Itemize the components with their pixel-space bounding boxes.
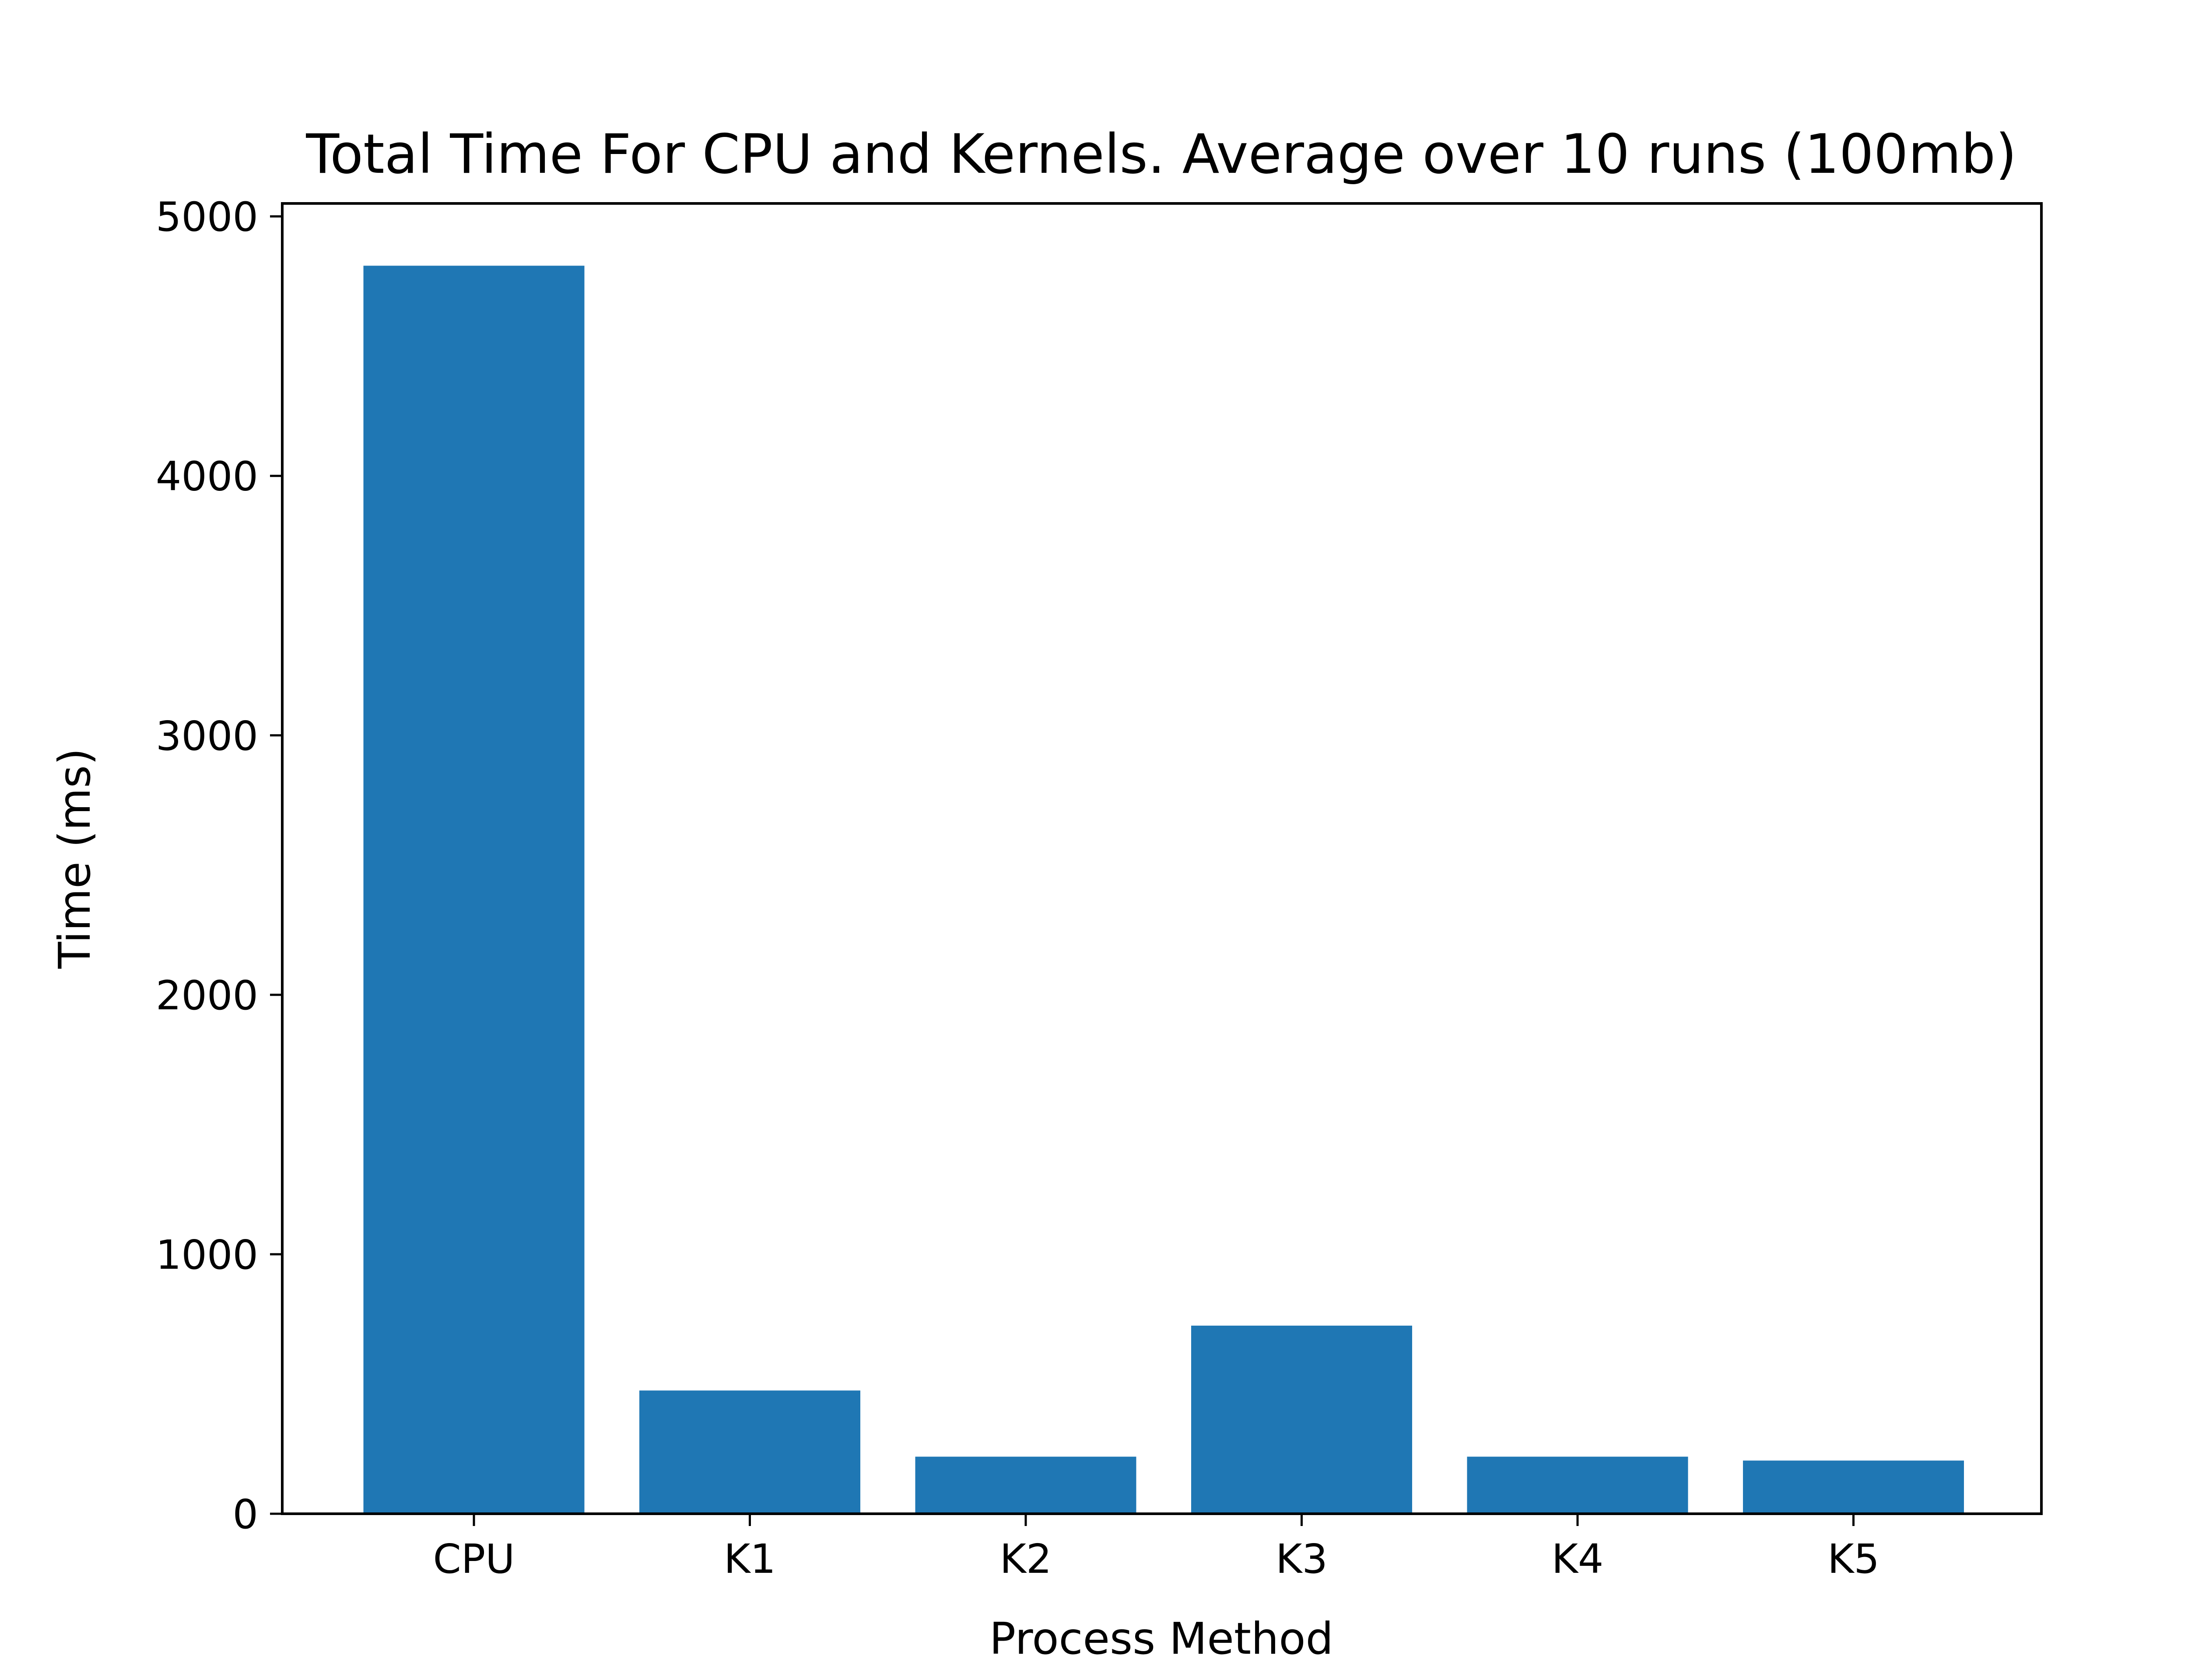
bar-cpu [363, 266, 585, 1514]
bar-k2 [915, 1456, 1136, 1514]
x-tick-label: K2 [1000, 1536, 1052, 1582]
x-axis-ticks: CPU K1 K2 K3 K4 K5 [433, 1514, 1879, 1582]
y-tick-label: 2000 [156, 972, 258, 1019]
x-axis-title: Process Method [989, 1613, 1333, 1664]
y-tick-label: 3000 [156, 713, 258, 760]
y-axis-title: Time (ms) [49, 748, 100, 969]
bar-k4 [1467, 1456, 1688, 1514]
plot-area-frame [281, 202, 2043, 1515]
x-tick-label: K1 [724, 1536, 776, 1582]
x-tick-label: K4 [1552, 1536, 1604, 1582]
bar-k1 [639, 1390, 860, 1514]
y-tick-label: 0 [232, 1491, 258, 1538]
y-tick-label: 4000 [156, 453, 258, 500]
x-tick-label: K3 [1276, 1536, 1328, 1582]
x-tick-label: K5 [1827, 1536, 1879, 1582]
y-tick-label: 5000 [156, 194, 258, 241]
bar-k5 [1743, 1460, 1964, 1514]
y-axis-ticks: 0 1000 2000 3000 4000 5000 [156, 194, 282, 1538]
bars-group [363, 266, 1964, 1514]
chart-title: Total Time For CPU and Kernels. Average … [305, 123, 2016, 186]
y-tick-label: 1000 [156, 1232, 258, 1278]
bar-k3 [1191, 1326, 1412, 1514]
x-tick-label: CPU [433, 1536, 515, 1582]
